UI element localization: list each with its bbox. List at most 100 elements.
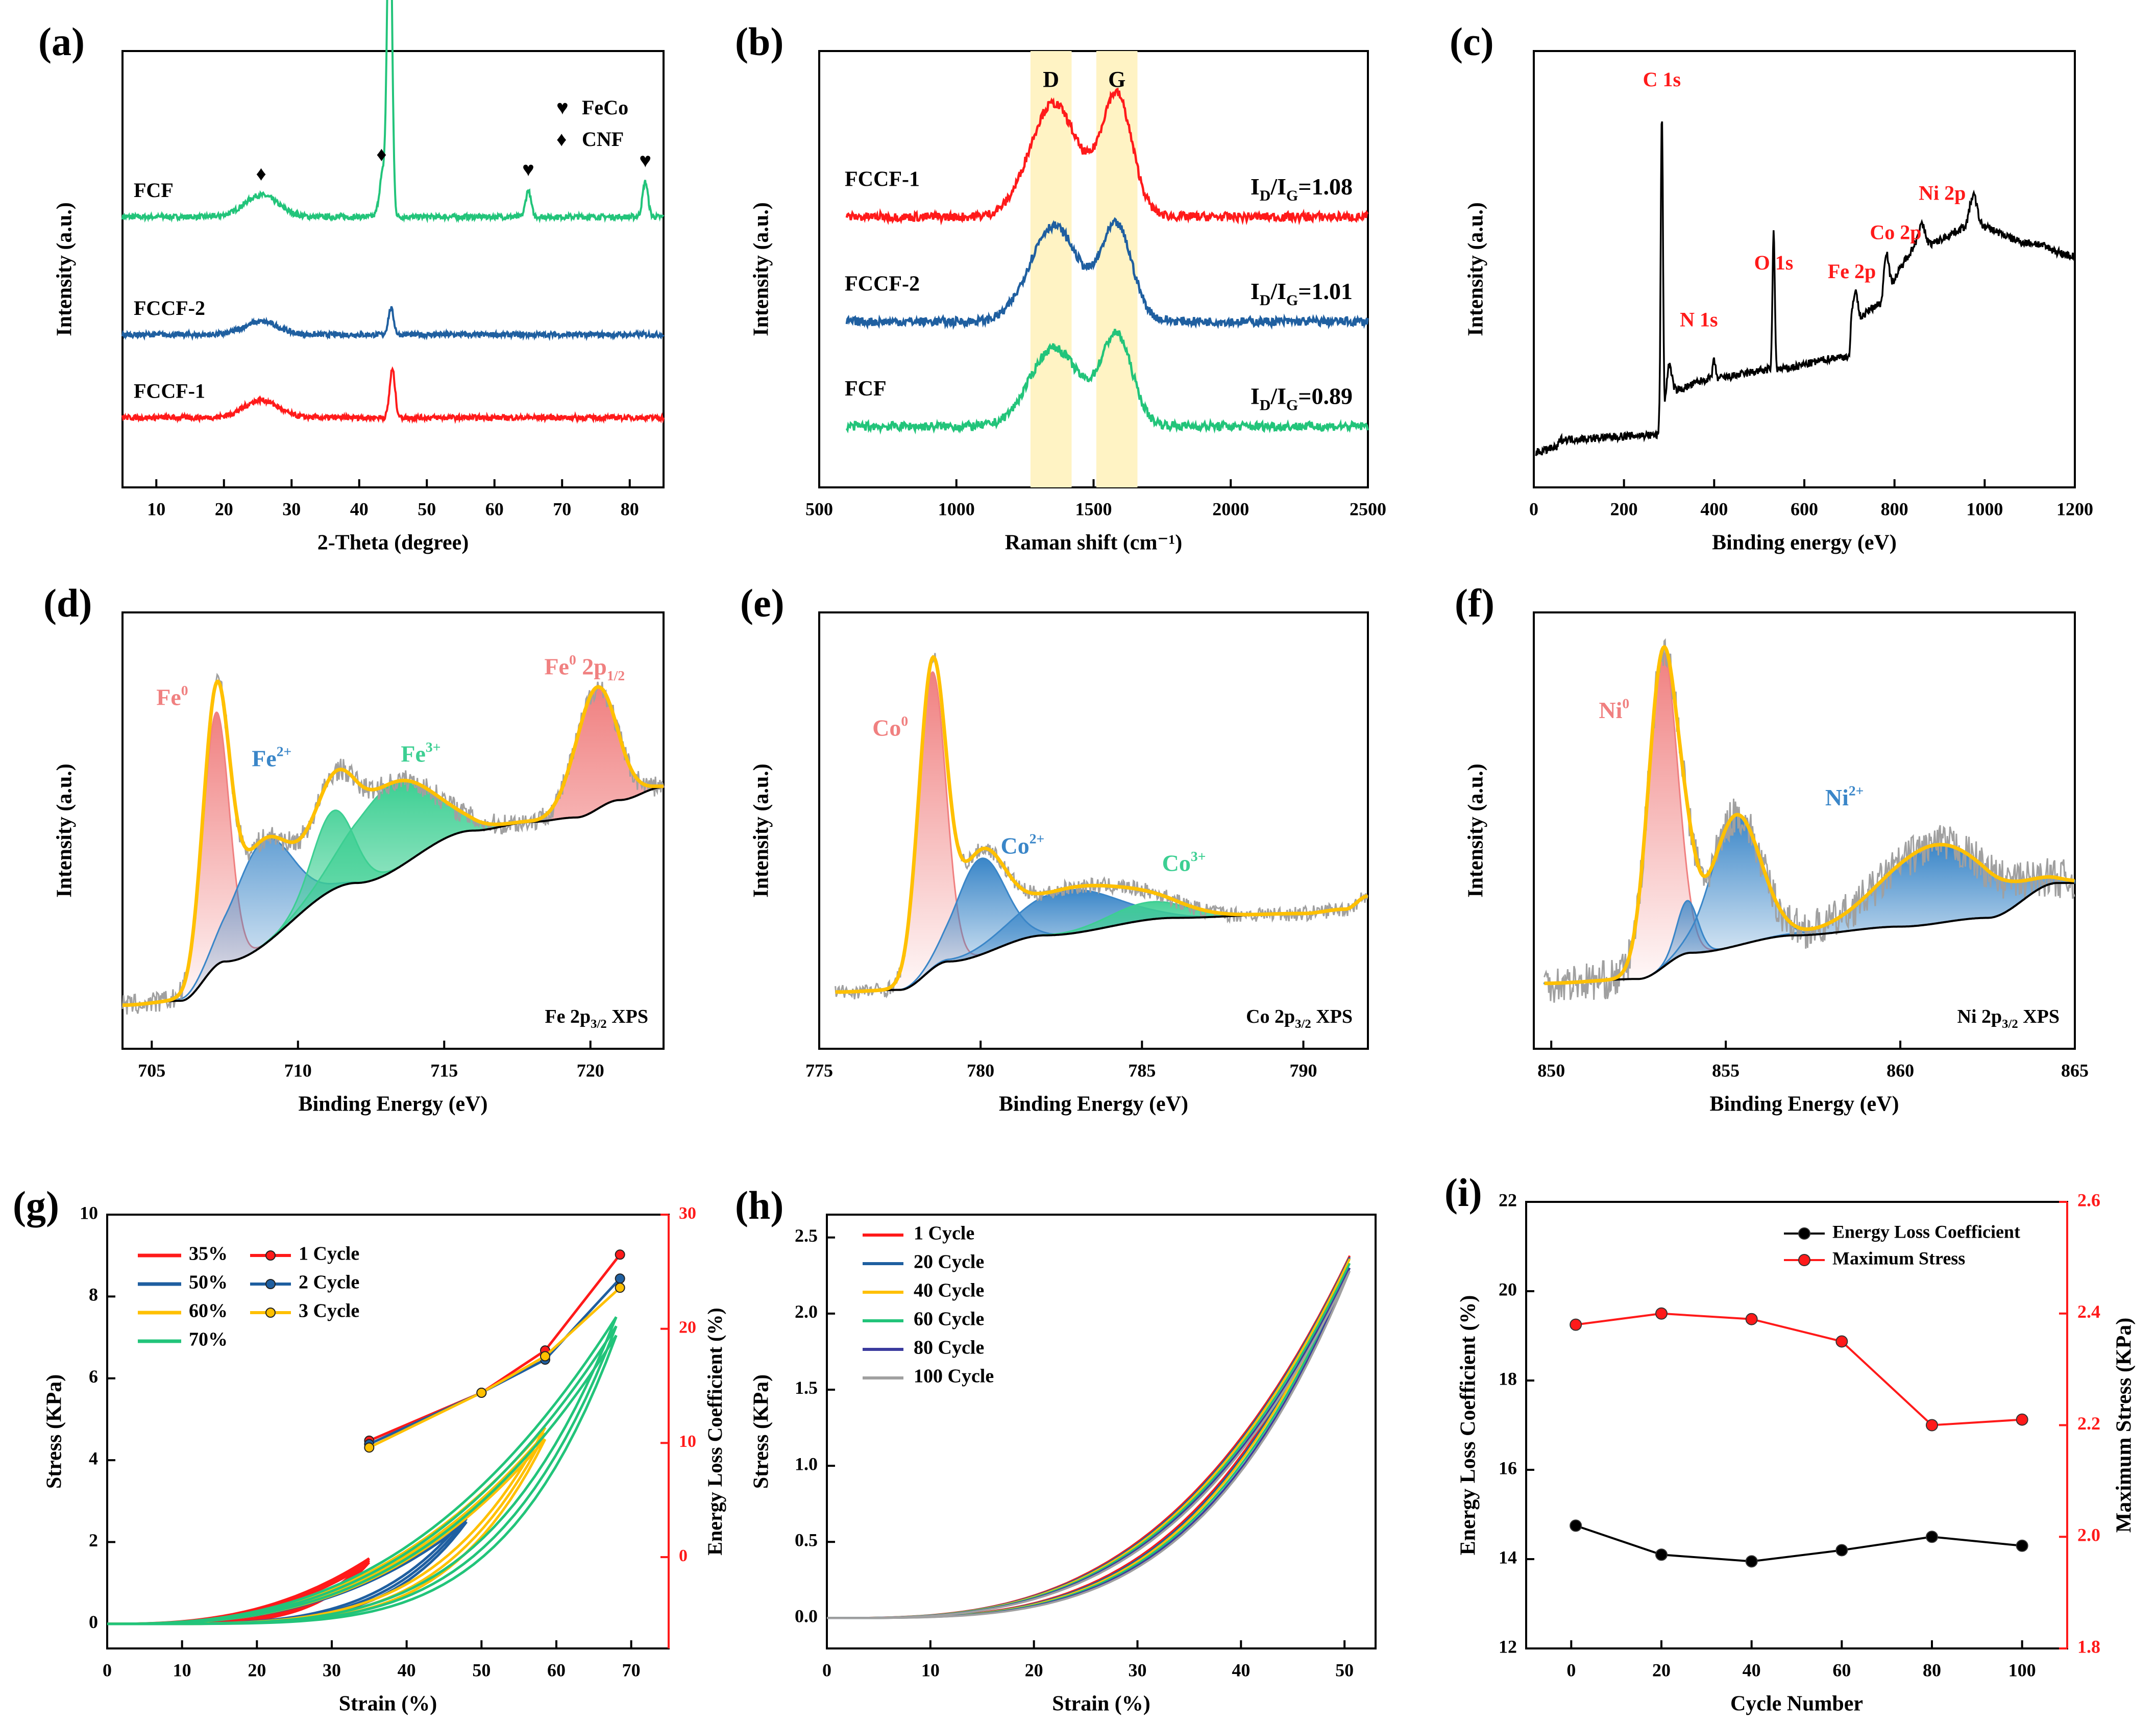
right-y-tick-label: 2.2	[2077, 1413, 2100, 1434]
panel-label: (a)	[38, 19, 85, 64]
y-axis-label: Stress (KPa)	[750, 1374, 773, 1489]
legend-marker-icon	[1798, 1254, 1810, 1266]
y-tick-label: 14	[1499, 1547, 1517, 1567]
x-axis-label: 2-Theta (degree)	[317, 531, 469, 555]
panel-label: (d)	[43, 581, 92, 625]
x-axis-label: Strain (%)	[339, 1692, 437, 1716]
y-tick-label: 4	[89, 1448, 98, 1468]
x-axis-label: Binding Energy (eV)	[1709, 1093, 1899, 1116]
legend-symbol-icon: ♥	[556, 96, 569, 119]
plot-frame	[1525, 1201, 2068, 1649]
x-tick-label: 70	[553, 499, 571, 519]
band-label: D	[1043, 67, 1059, 92]
x-tick-label: 1000	[1966, 499, 2003, 519]
x-tick-label: 30	[1128, 1660, 1146, 1680]
panel-label: (g)	[13, 1183, 59, 1227]
series-line-FCF	[121, 0, 665, 224]
series-point	[1570, 1318, 1582, 1331]
panel-f: 850 855 860 865 Binding Energy (eV) Intensity…	[1455, 581, 2089, 1116]
peak-label: Fe 2p	[1828, 260, 1876, 283]
legend-label: 1 Cycle	[299, 1243, 359, 1265]
legend-label: 60 Cycle	[914, 1309, 984, 1330]
corner-label: Co 2p3/2 XPS	[1246, 1006, 1353, 1031]
legend-label: 100 Cycle	[914, 1366, 994, 1387]
cycle-loop-100 Cycle	[826, 1270, 1351, 1619]
ratio-label: ID/IG=0.89	[1251, 383, 1353, 414]
series-point	[2016, 1413, 2028, 1426]
x-tick-label: 1500	[1075, 499, 1112, 519]
x-tick-label: 860	[1886, 1060, 1914, 1080]
peak-label: N 1s	[1680, 308, 1718, 331]
panel-label: (i)	[1444, 1170, 1482, 1215]
series-label-FCCF-1: FCCF-1	[134, 379, 205, 402]
x-axis-label: Binding Energy (eV)	[999, 1093, 1188, 1116]
right-y-tick-label: 10	[679, 1432, 696, 1451]
x-tick-label: 40	[1743, 1660, 1761, 1680]
x-tick-label: 0	[1566, 1660, 1576, 1680]
x-axis-label: Raman shift (cm⁻¹)	[1005, 531, 1182, 555]
right-y-tick-label: 2.6	[2077, 1190, 2100, 1210]
component-label: Co3+	[1162, 848, 1206, 876]
legend-label: 3 Cycle	[299, 1300, 359, 1322]
panel-b: 500 1000 1500 2000 2500 Raman shift (cm⁻¹) Int…	[735, 19, 1386, 555]
y-tick-label: 16	[1499, 1458, 1517, 1478]
envelope-line	[835, 655, 1368, 994]
y-tick-label: 2	[89, 1530, 98, 1550]
ratio-label: ID/IG=1.08	[1251, 173, 1353, 204]
right-y-tick-label: 20	[679, 1318, 696, 1337]
x-tick-label: 1000	[938, 499, 975, 519]
x-tick-label: 855	[1712, 1060, 1739, 1080]
legend-label: 2 Cycle	[299, 1272, 359, 1293]
loss-line-3 Cycle	[369, 1287, 621, 1449]
x-tick-label: 20	[1652, 1660, 1671, 1680]
x-tick-label: 500	[805, 499, 833, 519]
x-tick-label: 785	[1128, 1060, 1156, 1080]
x-tick-label: 50	[1335, 1660, 1354, 1680]
x-axis-label: Strain (%)	[1052, 1692, 1150, 1716]
x-tick-label: 200	[1610, 499, 1638, 519]
hysteresis-loop-60%	[107, 1432, 547, 1625]
x-tick-label: 50	[418, 499, 436, 519]
component-label: Co2+	[1000, 831, 1044, 859]
x-tick-label: 60	[547, 1660, 566, 1680]
x-tick-label: 850	[1537, 1060, 1565, 1080]
x-tick-label: 10	[173, 1660, 191, 1680]
x-tick-label: 775	[805, 1060, 833, 1080]
heart-marker-icon: ♥	[639, 149, 651, 172]
component-label: Ni0	[1599, 695, 1629, 723]
legend-label: 70%	[189, 1329, 228, 1350]
y-axis-label: Intensity (a.u.)	[750, 763, 773, 898]
plot-frame	[818, 611, 1369, 1050]
x-tick-label: 10	[147, 499, 165, 519]
panel-label: (c)	[1450, 19, 1494, 64]
x-tick-label: 60	[485, 499, 504, 519]
x-tick-label: 40	[350, 499, 369, 519]
series-point	[2016, 1539, 2028, 1552]
series-label-FCCF-1: FCCF-1	[845, 168, 920, 191]
series-point	[1835, 1335, 1848, 1348]
x-tick-label: 865	[2061, 1060, 2089, 1080]
hysteresis-loop-70%	[107, 1335, 618, 1625]
loss-point	[615, 1273, 625, 1284]
panel-label: (b)	[735, 19, 783, 64]
legend-label: 40 Cycle	[914, 1280, 984, 1301]
series-line-FCCF-2	[121, 306, 665, 341]
x-tick-label: 80	[621, 499, 639, 519]
y-tick-label: 18	[1499, 1368, 1517, 1389]
cycle-loop-1 Cycle	[826, 1255, 1351, 1619]
x-tick-label: 0	[103, 1660, 112, 1680]
legend-marker-icon	[265, 1279, 276, 1289]
legend-label: CNF	[582, 128, 624, 151]
y-tick-label: 2.5	[795, 1225, 818, 1246]
x-tick-label: 2500	[1350, 499, 1386, 519]
y-tick-label: 1.0	[795, 1453, 818, 1474]
series-point	[1570, 1519, 1582, 1532]
legend-label: 20 Cycle	[914, 1251, 984, 1273]
x-tick-label: 20	[215, 499, 233, 519]
peak-label: Co 2p	[1870, 220, 1921, 243]
cycle-loop-40 Cycle	[826, 1258, 1351, 1619]
legend-label: 80 Cycle	[914, 1337, 984, 1359]
series-line-FCF	[845, 329, 1369, 435]
legend-marker-icon	[1798, 1227, 1810, 1240]
